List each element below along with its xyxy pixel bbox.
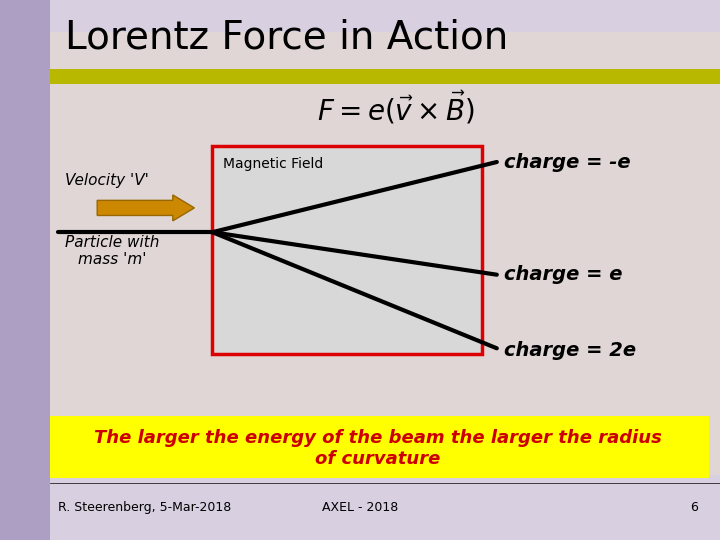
- Text: R. Steerenberg, 5-Mar-2018: R. Steerenberg, 5-Mar-2018: [58, 501, 231, 514]
- Text: charge = e: charge = e: [504, 265, 623, 284]
- Bar: [212, 146, 482, 354]
- Text: 6: 6: [690, 501, 698, 514]
- Text: The larger the energy of the beam the larger the radius
of curvature: The larger the energy of the beam the la…: [94, 429, 662, 468]
- Bar: [50, 32, 720, 475]
- Text: Particle with
mass 'm': Particle with mass 'm': [65, 235, 159, 267]
- FancyArrow shape: [97, 195, 194, 221]
- Text: charge = -e: charge = -e: [504, 152, 631, 172]
- Bar: [0, 0, 50, 540]
- Bar: [50, 416, 709, 478]
- Bar: [50, 69, 720, 84]
- Text: AXEL - 2018: AXEL - 2018: [322, 501, 398, 514]
- Text: Lorentz Force in Action: Lorentz Force in Action: [65, 19, 508, 57]
- Text: $F = e(\vec{v} \times \vec{B})$: $F = e(\vec{v} \times \vec{B})$: [317, 90, 475, 126]
- Text: Velocity 'V': Velocity 'V': [65, 173, 148, 188]
- Text: Magnetic Field: Magnetic Field: [223, 157, 323, 171]
- Text: charge = 2e: charge = 2e: [504, 341, 636, 361]
